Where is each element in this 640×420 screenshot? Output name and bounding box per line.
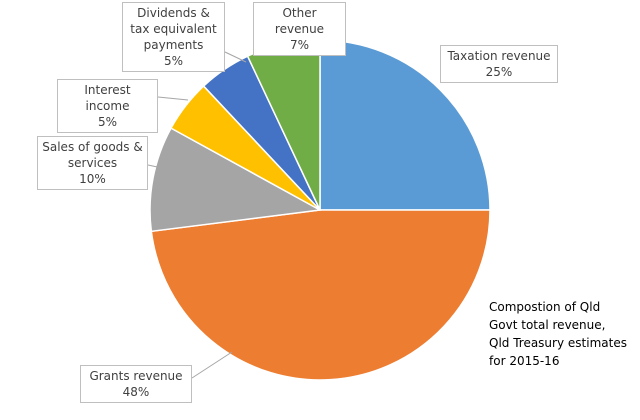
label-value: 48%: [122, 385, 150, 399]
pie-slice: [150, 209, 491, 381]
label-value: 25%: [485, 65, 513, 79]
label-value: 10%: [79, 172, 106, 186]
data-label: Dividends & tax equivalent payments 5%: [122, 2, 225, 72]
data-label: Taxation revenue 25%: [440, 45, 558, 83]
data-label: Interest income 5%: [57, 79, 158, 133]
data-label: Other revenue 7%: [253, 2, 346, 56]
data-label: Grants revenue 48%: [80, 365, 192, 403]
label-name: Taxation revenue: [447, 49, 551, 63]
leader-line: [147, 164, 163, 169]
label-name: Grants revenue: [89, 369, 183, 383]
label-value: 5%: [97, 115, 118, 129]
label-name: Interest income: [84, 83, 131, 113]
label-name: Sales of goods & services: [42, 140, 143, 170]
data-label: Sales of goods & services 10%: [37, 136, 148, 190]
leader-line: [191, 351, 233, 379]
pie-slice: [319, 39, 491, 211]
leader-line: [157, 96, 189, 101]
label-value: 7%: [289, 38, 310, 52]
leader-line: [224, 51, 247, 63]
leader-lines: [147, 51, 247, 379]
pie-slice: [149, 127, 323, 233]
annotation: Compostion of Qld Govt total revenue, Ql…: [489, 300, 627, 368]
label-name: Dividends & tax equivalent payments: [130, 6, 217, 52]
label-value: 5%: [163, 54, 184, 68]
label-name: Other revenue: [274, 6, 325, 36]
